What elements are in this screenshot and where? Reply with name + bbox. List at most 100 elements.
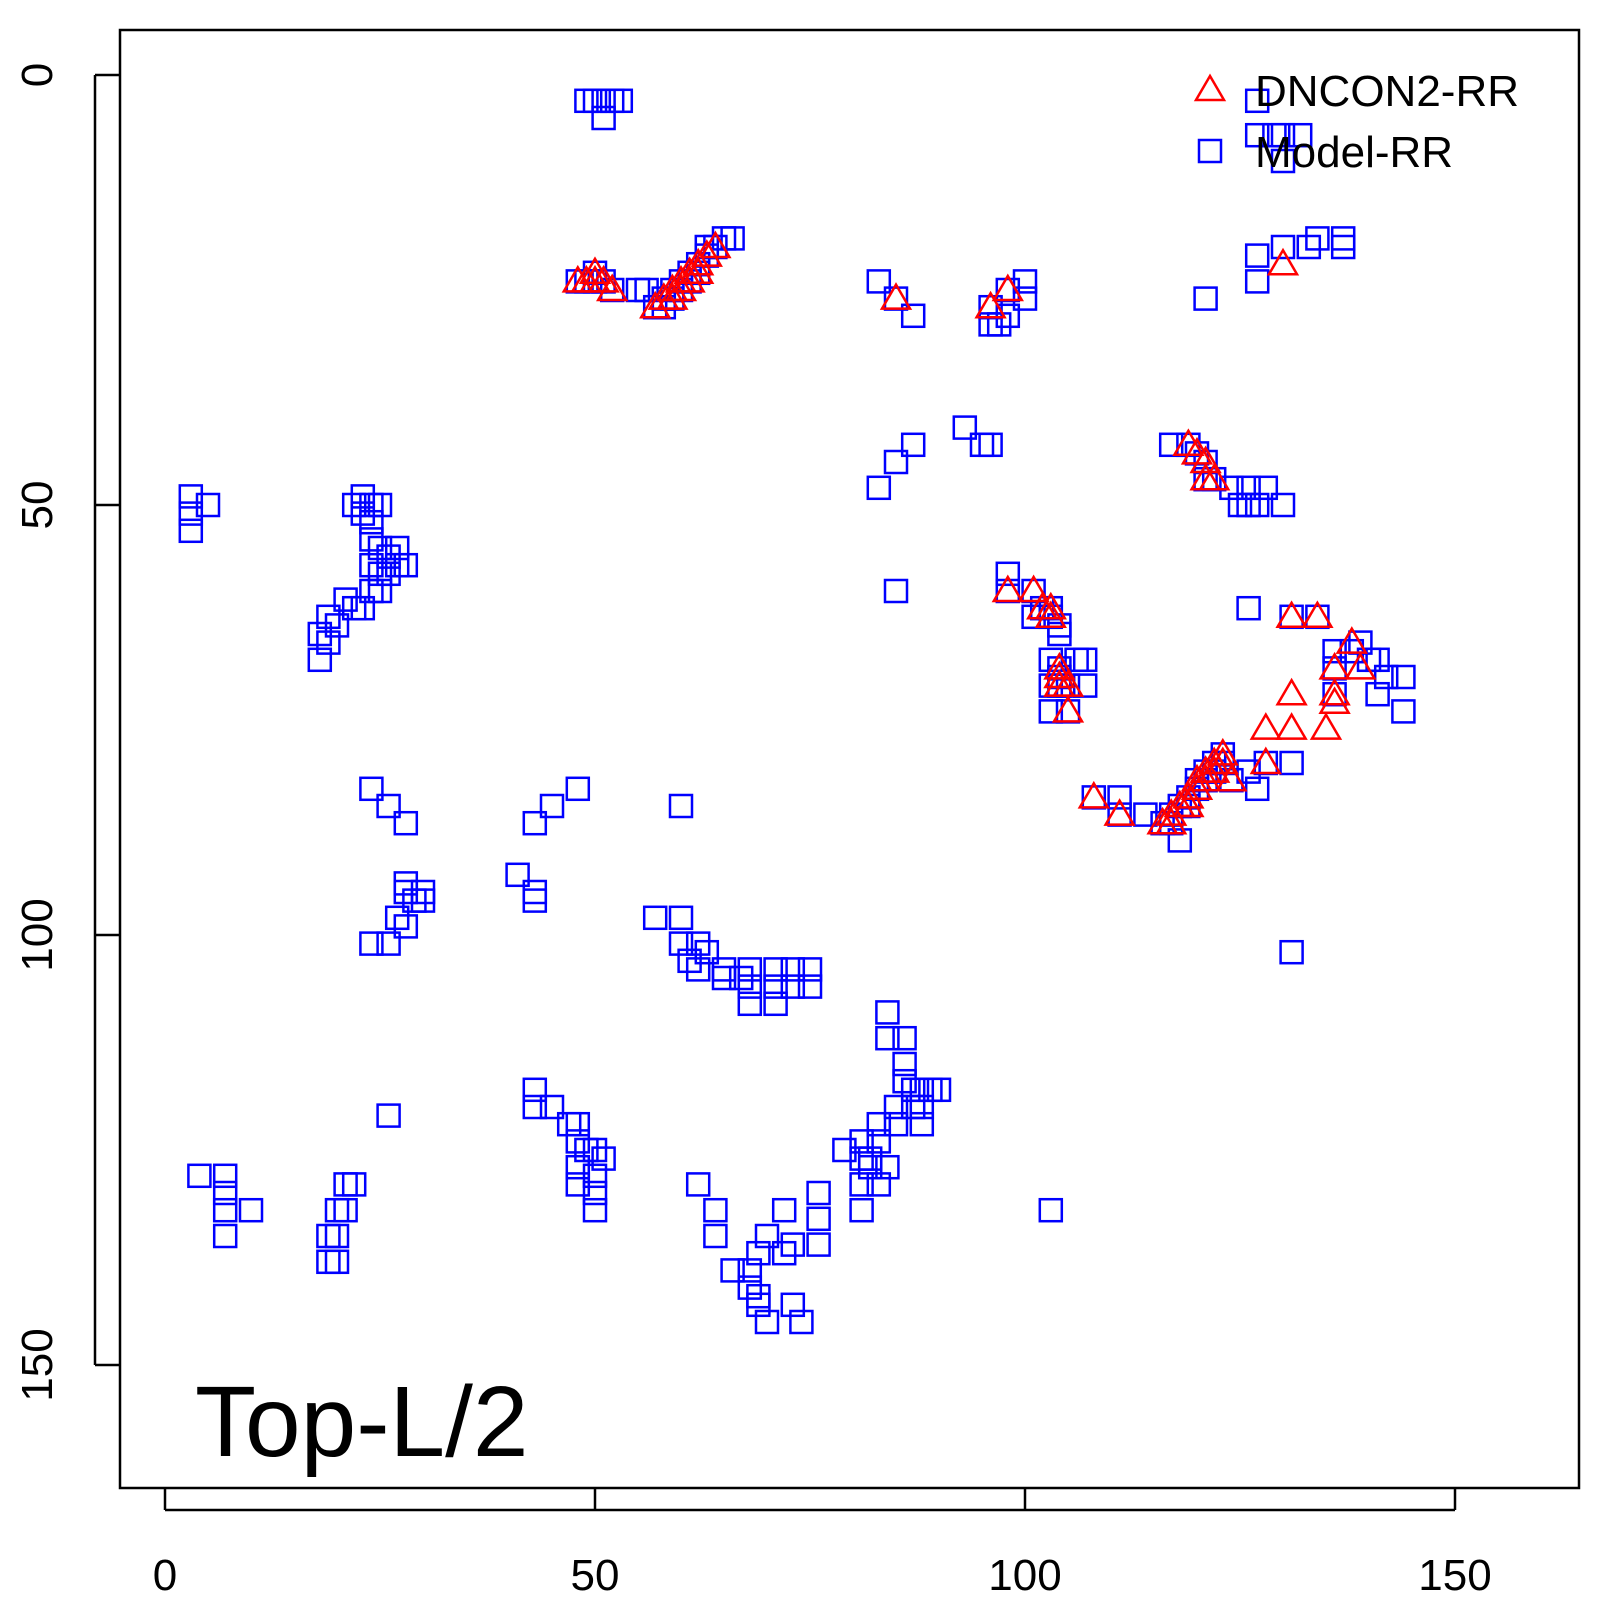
model-rr-point	[522, 1077, 548, 1103]
model-rr-point	[1193, 286, 1218, 311]
model-rr-point	[857, 1154, 883, 1180]
model-rr-point	[359, 509, 384, 535]
model-rr-point	[393, 879, 419, 905]
model-rr-point	[771, 1240, 797, 1266]
dncon2-rr-series	[561, 230, 1377, 835]
model-rr-point	[1365, 647, 1390, 673]
model-rr-point	[883, 578, 909, 604]
model-rr-point	[685, 931, 711, 956]
model-rr-point	[866, 269, 892, 294]
model-rr-point	[685, 1172, 711, 1197]
model-rr-point	[582, 1180, 608, 1206]
model-rr-point	[565, 1129, 591, 1154]
model-rr-point	[1279, 750, 1304, 776]
model-rr-point	[1244, 492, 1270, 518]
model-rr-point	[694, 939, 720, 965]
dncon2-rr-point	[1077, 780, 1110, 809]
model-rr-point	[367, 578, 393, 604]
model-rr-point	[1133, 802, 1158, 827]
dncon2-rr-point	[1172, 789, 1205, 818]
model-rr-point	[1279, 939, 1304, 965]
model-rr-point	[384, 905, 410, 931]
dncon2-rr-point	[1249, 712, 1282, 740]
model-rr-point	[565, 1111, 591, 1137]
model-rr-point	[599, 88, 625, 114]
model-rr-point	[1270, 122, 1296, 148]
model-rr-point	[359, 578, 384, 604]
model-rr-point	[393, 914, 419, 939]
model-rr-point	[359, 552, 384, 578]
model-rr-point	[565, 1154, 591, 1180]
model-rr-point	[737, 1275, 763, 1300]
model-rr-point	[892, 1051, 917, 1077]
model-rr-point	[539, 793, 565, 819]
model-rr-point	[341, 595, 367, 621]
dncon2-rr-point	[1206, 737, 1239, 766]
model-rr-point	[316, 1249, 341, 1275]
y-tick-label: 100	[13, 898, 62, 971]
model-rr-point	[1021, 604, 1046, 630]
model-rr-point	[1107, 785, 1132, 810]
dncon2-rr-point	[639, 290, 672, 319]
model-rr-point	[393, 871, 419, 896]
model-rr-point	[806, 1232, 831, 1257]
model-rr-point	[178, 518, 204, 544]
dncon2-rr-point	[1180, 772, 1214, 801]
model-rr-point	[1236, 475, 1261, 501]
model-rr-point	[1158, 432, 1184, 458]
model-rr-point	[685, 957, 711, 982]
model-rr-point	[1365, 681, 1390, 707]
dncon2-rr-point	[1034, 591, 1067, 620]
dncon2-rr-point	[1249, 746, 1282, 775]
dncon2-rr-point	[1017, 574, 1050, 603]
model-rr-point	[737, 991, 763, 1017]
model-rr-point	[668, 793, 694, 819]
model-rr-point	[178, 501, 204, 526]
model-rr-point	[978, 432, 1003, 458]
model-rr-point	[1038, 699, 1064, 724]
model-rr-point	[410, 879, 436, 905]
model-rr-point	[746, 1292, 771, 1318]
dncon2-rr-point	[690, 239, 723, 267]
model-rr-point	[1236, 492, 1261, 518]
model-rr-point	[608, 88, 634, 114]
model-rr-point	[1064, 647, 1089, 673]
dncon2-rr-point	[1051, 694, 1085, 723]
model-rr-point	[728, 965, 754, 991]
model-rr-point	[737, 974, 763, 999]
model-rr-point	[324, 613, 350, 638]
model-rr-point	[703, 1223, 728, 1249]
model-rr-point	[1227, 492, 1253, 518]
dncon2-rr-point	[656, 282, 689, 310]
model-rr-point	[316, 604, 341, 630]
model-rr-point	[582, 1197, 608, 1223]
model-rr-point	[376, 793, 401, 819]
x-tick-label: 0	[153, 1551, 177, 1600]
dncon2-rr-point	[1189, 445, 1222, 474]
model-rr-point	[1305, 226, 1330, 251]
model-rr-point	[892, 1068, 917, 1094]
model-rr-point	[359, 931, 384, 956]
model-rr-point	[1072, 673, 1098, 698]
model-rr-point	[832, 1137, 857, 1163]
model-rr-point	[900, 303, 926, 329]
model-rr-point	[763, 991, 788, 1017]
model-rr-point	[1373, 664, 1399, 690]
model-rr-point	[668, 931, 694, 956]
model-rr-point	[797, 974, 823, 999]
model-rr-point	[952, 415, 978, 440]
model-rr-point	[522, 888, 548, 913]
dncon2-rr-point	[974, 290, 1007, 319]
model-rr-point	[324, 1197, 350, 1223]
model-rr-point	[1038, 1197, 1064, 1223]
model-rr-point	[522, 879, 548, 905]
dncon2-rr-point	[699, 230, 732, 259]
model-rr-point	[737, 957, 763, 982]
model-rr-point	[212, 1197, 238, 1223]
model-rr-point	[1072, 647, 1098, 673]
model-rr-point	[316, 630, 341, 655]
model-rr-point	[1047, 621, 1072, 647]
model-rr-point	[746, 1283, 771, 1309]
model-rr-point	[238, 1197, 264, 1223]
